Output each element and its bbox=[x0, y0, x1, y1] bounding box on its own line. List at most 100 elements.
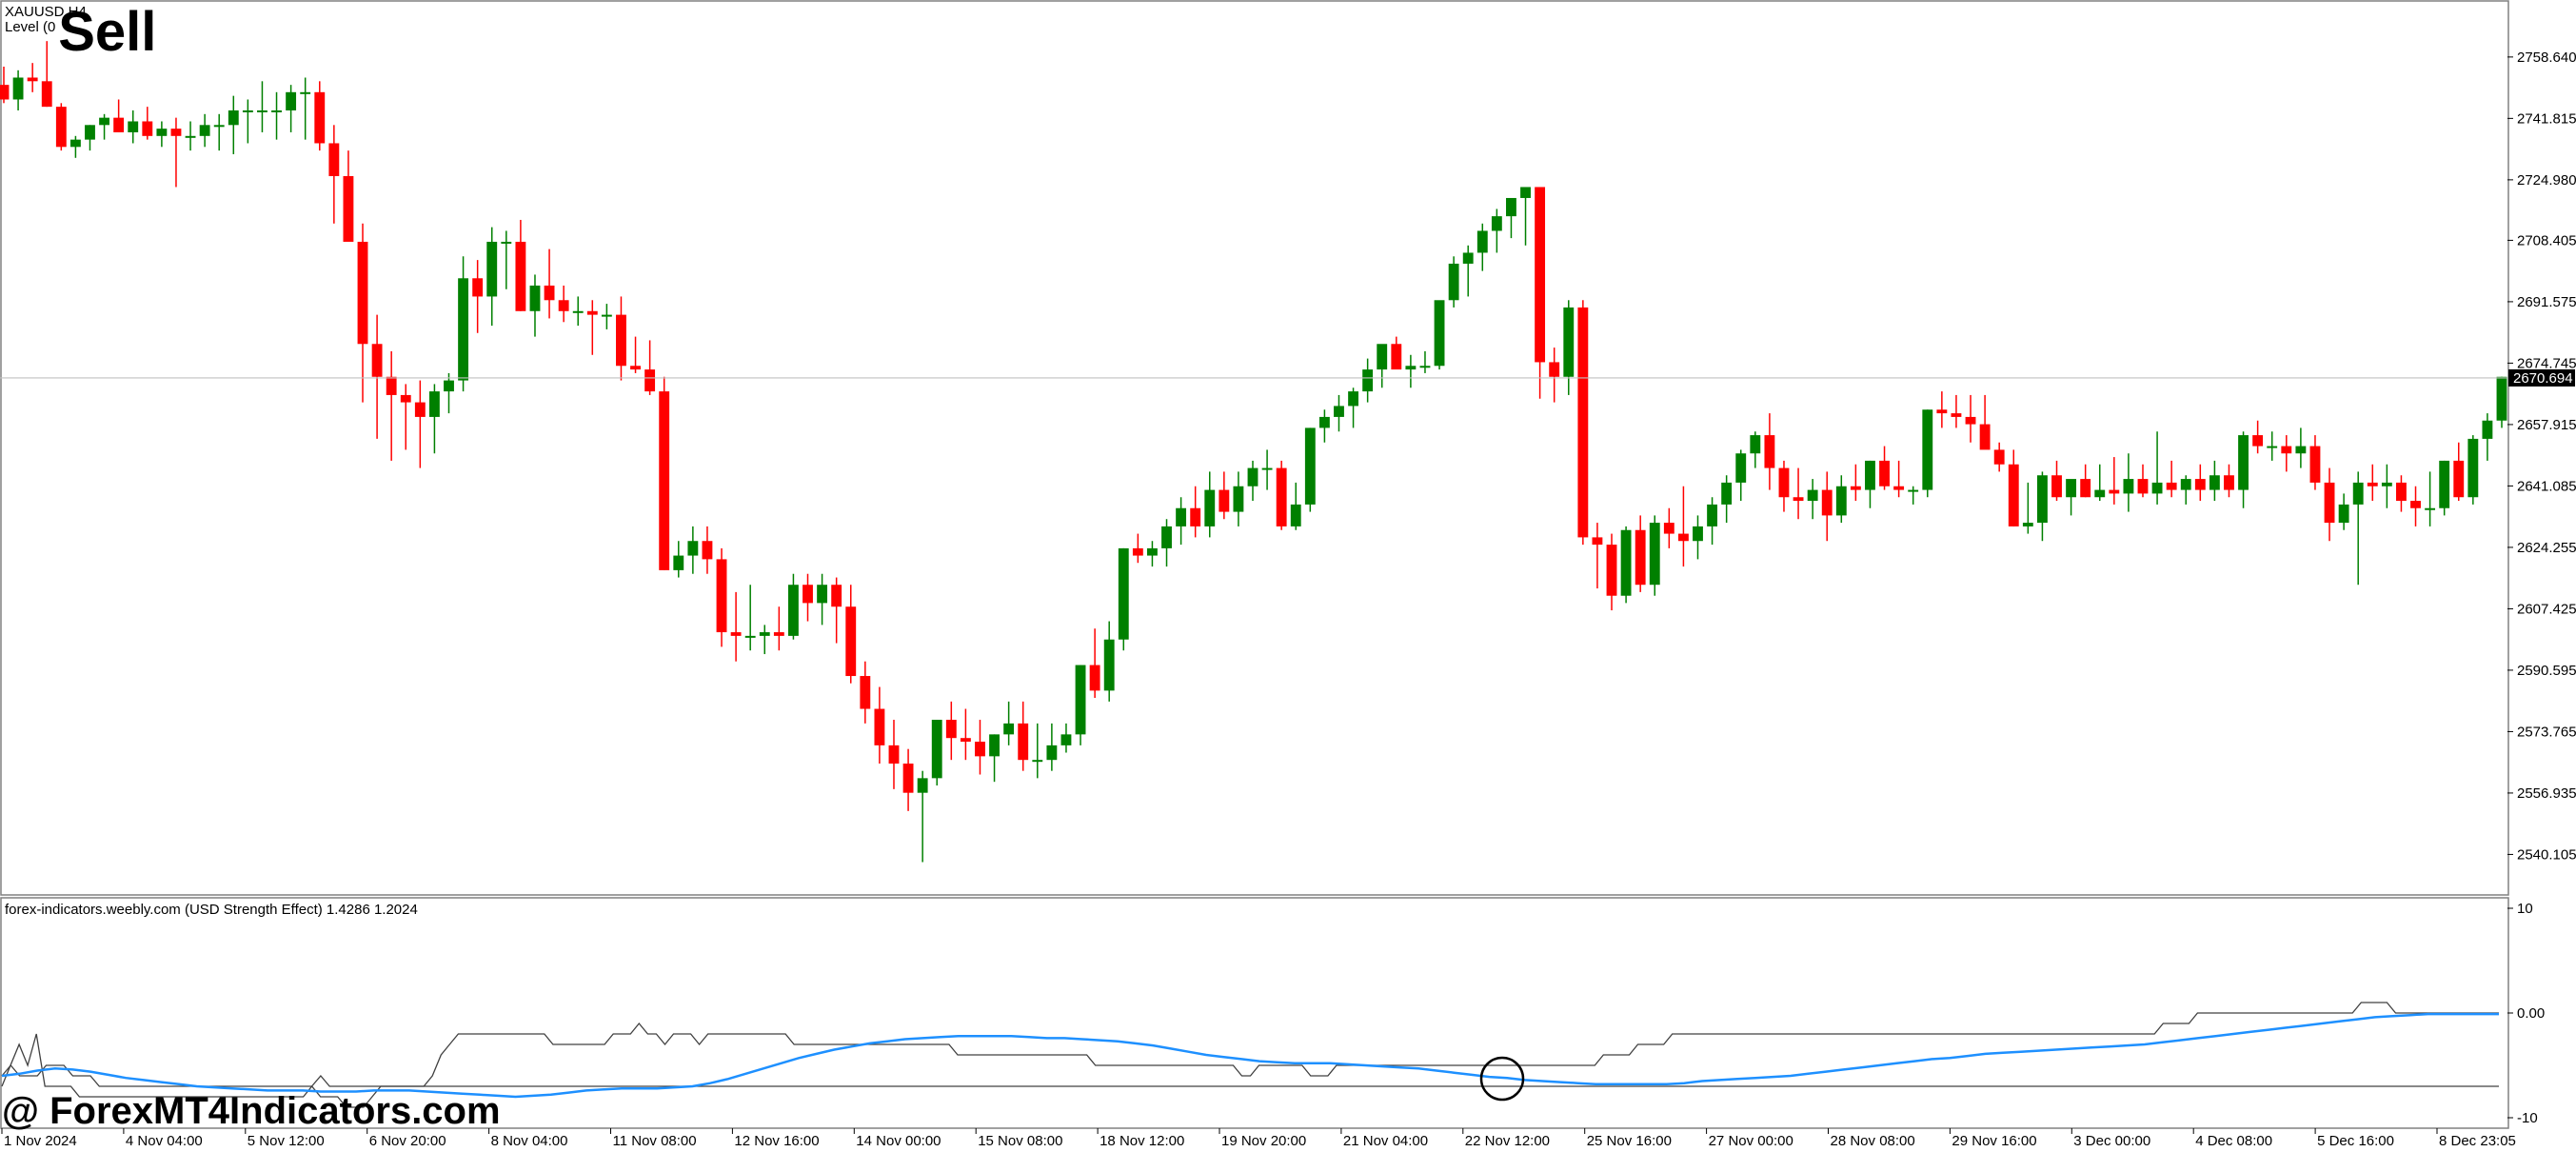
candle-body bbox=[673, 555, 684, 570]
candle-body bbox=[458, 278, 469, 381]
time-tick-label: 12 Nov 16:00 bbox=[734, 1133, 819, 1149]
candle-body bbox=[2496, 376, 2507, 421]
candle-body bbox=[2381, 482, 2392, 487]
candle-body bbox=[1089, 665, 1100, 691]
time-tick-label: 27 Nov 00:00 bbox=[1709, 1133, 1793, 1149]
indicator-lines-layer bbox=[1, 1002, 2499, 1108]
candle-body bbox=[357, 241, 368, 345]
candle-body bbox=[1506, 197, 1516, 217]
candle-body bbox=[1535, 187, 1546, 363]
candle-body bbox=[1118, 547, 1129, 640]
candle-body bbox=[2166, 482, 2177, 490]
candle-body bbox=[601, 314, 612, 317]
candle-body bbox=[544, 285, 555, 301]
current-price-label: 2670.694 bbox=[2513, 370, 2573, 387]
indicator-title: forex-indicators.weebly.com (USD Strengt… bbox=[5, 902, 418, 918]
candle-body bbox=[2109, 489, 2120, 494]
candle-body bbox=[917, 778, 928, 793]
time-tick-label: 28 Nov 08:00 bbox=[1831, 1133, 1915, 1149]
candle-body bbox=[803, 585, 813, 604]
indicator-tick-label: -10 bbox=[2517, 1110, 2538, 1126]
price-tick-label: 2590.595 bbox=[2517, 663, 2576, 679]
candle-body bbox=[888, 745, 900, 765]
candle-body bbox=[1821, 489, 1833, 516]
candle-body bbox=[142, 121, 153, 136]
candle-body bbox=[659, 391, 670, 570]
candle-body bbox=[1893, 486, 1905, 490]
level-label: Level (0 bbox=[5, 19, 55, 35]
candle-body bbox=[1219, 489, 1230, 512]
candle-body bbox=[1003, 723, 1015, 735]
candle-body bbox=[2439, 460, 2450, 508]
price-tick-label: 2691.575 bbox=[2517, 294, 2576, 310]
candle-body bbox=[2094, 489, 2106, 498]
candle-body bbox=[1620, 529, 1632, 596]
candle-body bbox=[1635, 529, 1646, 586]
candle-body bbox=[1879, 460, 1890, 487]
time-tick-label: 3 Dec 00:00 bbox=[2073, 1133, 2150, 1149]
candle-body bbox=[2425, 507, 2436, 510]
price-tick-label: 2758.640 bbox=[2517, 50, 2576, 66]
candle-body bbox=[2123, 479, 2134, 494]
candle-body bbox=[1391, 344, 1402, 370]
candle-body bbox=[242, 109, 253, 112]
candle-body bbox=[113, 117, 125, 132]
candle-body bbox=[27, 77, 38, 82]
candle-body bbox=[744, 635, 756, 638]
price-tick-label: 2624.255 bbox=[2517, 540, 2576, 556]
candle-body bbox=[2324, 482, 2335, 524]
candle-body bbox=[2367, 482, 2378, 487]
candle-body bbox=[1850, 486, 1861, 490]
indicator-series-line bbox=[1, 1063, 2499, 1087]
candle-body bbox=[2022, 523, 2033, 526]
candle-body bbox=[170, 129, 182, 136]
candle-body bbox=[386, 376, 397, 395]
candle-body bbox=[69, 139, 81, 148]
candle-body bbox=[1577, 307, 1589, 538]
candle-body bbox=[1908, 489, 1919, 492]
candle-body bbox=[2066, 479, 2077, 498]
candle-body bbox=[1476, 230, 1488, 253]
candle-body bbox=[1721, 482, 1733, 505]
candle-body bbox=[558, 300, 569, 311]
candle-body bbox=[1132, 547, 1143, 556]
candle-body bbox=[2352, 482, 2364, 505]
candle-body bbox=[529, 285, 541, 311]
candle-body bbox=[902, 764, 914, 793]
candle-body bbox=[1563, 307, 1575, 377]
candle-body bbox=[2137, 479, 2149, 494]
candle-body bbox=[12, 77, 24, 100]
time-tick-label: 5 Nov 12:00 bbox=[248, 1133, 325, 1149]
price-axis: 2758.640 2741.815 2724.980 2708.405 2691.575… bbox=[2507, 50, 2576, 863]
candle-body bbox=[1405, 366, 1417, 370]
candle-body bbox=[501, 241, 512, 244]
candle-body bbox=[328, 143, 340, 176]
symbol-label: XAUUSD,H4 bbox=[5, 4, 87, 20]
candle-body bbox=[228, 109, 239, 126]
candle-body bbox=[1764, 435, 1775, 468]
candle-body bbox=[2267, 446, 2278, 448]
candle-body bbox=[1334, 406, 1344, 417]
price-tick-label: 2573.765 bbox=[2517, 724, 2576, 740]
candle-body bbox=[2410, 501, 2421, 508]
indicator-tick-label: 0.00 bbox=[2517, 1005, 2545, 1022]
price-tick-label: 2724.980 bbox=[2517, 172, 2576, 189]
candle-body bbox=[1448, 263, 1459, 301]
candle-body bbox=[257, 109, 268, 112]
candle-body bbox=[644, 369, 656, 392]
candle-body bbox=[444, 380, 454, 392]
candle-body bbox=[2008, 464, 2019, 526]
candle-body bbox=[41, 81, 52, 108]
time-tick-label: 15 Nov 08:00 bbox=[978, 1133, 1062, 1149]
price-tick-label: 2641.085 bbox=[2517, 478, 2576, 494]
candle-body bbox=[874, 708, 885, 745]
candle-body bbox=[1649, 523, 1660, 586]
price-tick-label: 2674.745 bbox=[2517, 355, 2576, 371]
candle-body bbox=[0, 85, 10, 100]
candle-body bbox=[687, 541, 699, 556]
price-tick-label: 2607.425 bbox=[2517, 601, 2576, 617]
candle-body bbox=[1075, 665, 1086, 735]
candle-body bbox=[1750, 435, 1761, 454]
